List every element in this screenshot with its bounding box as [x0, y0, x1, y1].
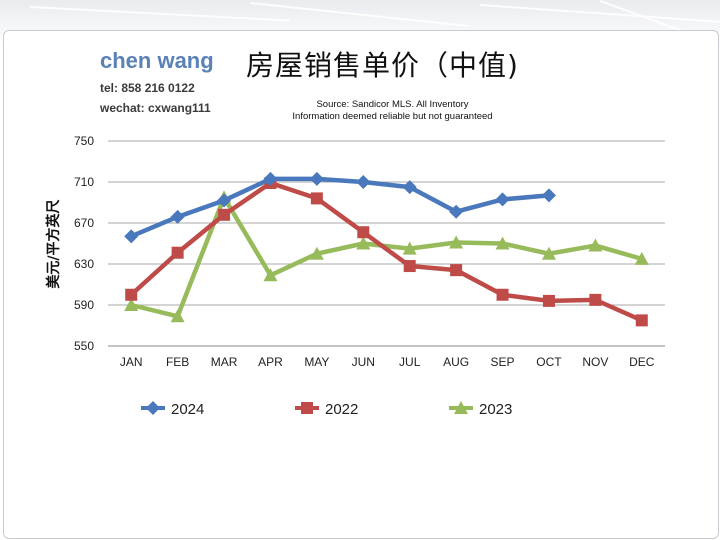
y-axis-label: 美元/平方英尺 [45, 199, 62, 288]
legend-label-2022: 2022 [325, 401, 358, 418]
data-point-2023 [124, 298, 139, 311]
x-tick-label: JUN [352, 355, 375, 369]
y-tick-label: 710 [74, 175, 94, 189]
data-point-2023 [495, 236, 510, 250]
x-tick-label: SEP [491, 355, 515, 369]
data-point-2023 [402, 241, 417, 255]
data-point-2023 [588, 238, 603, 252]
wechat-id: wechat: cxwang111 [100, 101, 211, 115]
data-point-2022 [310, 192, 323, 205]
legend-marker-2023 [454, 401, 468, 414]
data-point-2024 [170, 209, 185, 224]
source-line: Source: Sandicor MLS. All Inventory [316, 99, 469, 110]
data-point-2023 [309, 246, 324, 260]
data-point-2024 [495, 192, 510, 207]
x-tick-label: NOV [582, 355, 608, 369]
data-point-2024 [124, 229, 139, 244]
legend-marker-2022 [301, 402, 313, 414]
y-tick-label: 550 [74, 339, 94, 353]
legend-label-2024: 2024 [171, 401, 204, 418]
data-point-2024 [356, 175, 371, 189]
x-tick-label: MAY [304, 355, 329, 369]
source-note: Source: Sandicor MLS. All Inventory Info… [250, 99, 535, 123]
data-point-2022 [496, 288, 509, 301]
series-line-2024 [130, 176, 550, 239]
data-point-2024 [402, 180, 417, 195]
x-tick-label: MAR [211, 355, 238, 369]
data-point-2022 [125, 288, 138, 301]
data-point-2022 [357, 226, 370, 239]
data-point-2023 [634, 251, 649, 265]
data-point-2023 [541, 246, 556, 260]
x-tick-label: APR [258, 355, 283, 369]
data-point-2024 [263, 171, 278, 186]
x-tick-label: JUL [399, 355, 421, 369]
data-point-2022 [589, 293, 602, 306]
data-point-2022 [218, 208, 231, 221]
data-point-2022 [171, 246, 184, 259]
data-point-2023 [263, 268, 278, 282]
data-point-2023 [449, 235, 464, 249]
series-line-2022 [129, 180, 643, 323]
y-tick-label: 750 [74, 134, 94, 148]
y-tick-label: 630 [74, 257, 94, 271]
chart-title: 房屋销售单价（中值) [246, 49, 519, 82]
data-point-2022 [450, 264, 463, 277]
data-point-2023 [170, 309, 185, 323]
x-tick-label: AUG [443, 355, 469, 369]
x-tick-label: DEC [629, 355, 655, 369]
data-point-2022 [403, 260, 416, 273]
x-tick-label: FEB [166, 355, 189, 369]
data-point-2024 [541, 188, 556, 203]
data-point-2024 [449, 204, 464, 219]
data-point-2022 [635, 314, 648, 327]
author-name: chen wang [100, 48, 214, 73]
data-point-2024 [217, 193, 232, 208]
phone-number: tel: 858 216 0122 [100, 81, 195, 95]
data-point-2023 [356, 236, 371, 250]
legend-label-2023: 2023 [479, 401, 512, 418]
y-tick-label: 590 [74, 298, 94, 312]
disclaimer-line: Information deemed reliable but not guar… [292, 111, 493, 122]
x-tick-label: OCT [536, 355, 562, 369]
data-point-2024 [309, 171, 324, 186]
y-tick-label: 670 [74, 216, 94, 230]
data-point-2022 [542, 294, 555, 307]
legend-marker-2024 [146, 401, 160, 415]
x-tick-label: JAN [120, 355, 143, 369]
slide-panel [3, 30, 719, 539]
series-line-2023 [130, 195, 643, 319]
